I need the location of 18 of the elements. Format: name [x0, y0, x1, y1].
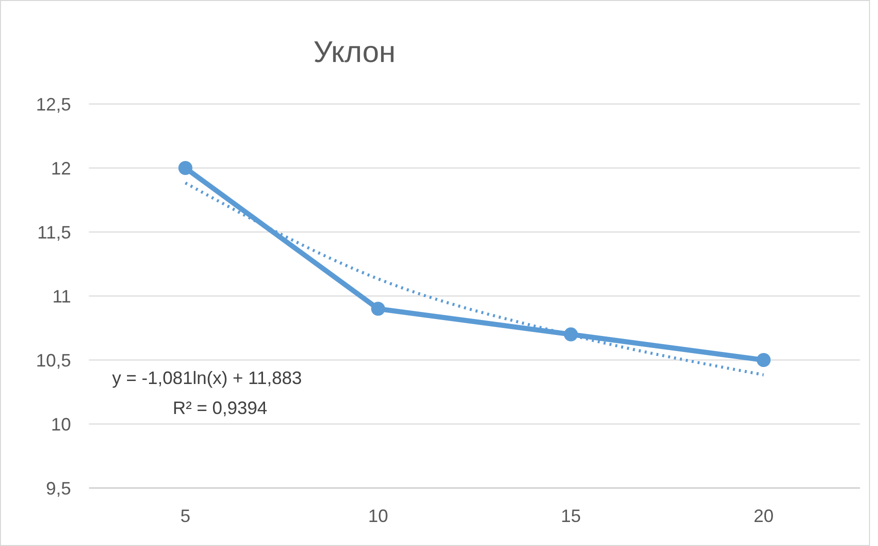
y-tick-label: 9,5 [46, 478, 71, 498]
y-tick-label: 10 [50, 414, 71, 434]
y-tick-label: 11,5 [37, 222, 71, 242]
y-tick-label: 12 [50, 158, 71, 178]
annotation: R² = 0,9394 [172, 398, 268, 418]
x-tick-label: 5 [180, 506, 190, 526]
point [564, 327, 578, 342]
point [178, 161, 192, 175]
y-tick-label: 12,5 [36, 94, 71, 114]
x-tick-label: 20 [754, 506, 774, 526]
annotation: y = -1,081ln(x) + 11,883 [112, 368, 302, 388]
point [371, 302, 386, 316]
x-tick-label: 10 [368, 506, 388, 526]
y-tick-label: 10,5 [36, 350, 71, 370]
x-tick-label: 15 [560, 506, 581, 526]
chart-title: Уклон [313, 36, 396, 69]
point [756, 353, 771, 367]
y-tick-label: 11 [52, 286, 71, 306]
